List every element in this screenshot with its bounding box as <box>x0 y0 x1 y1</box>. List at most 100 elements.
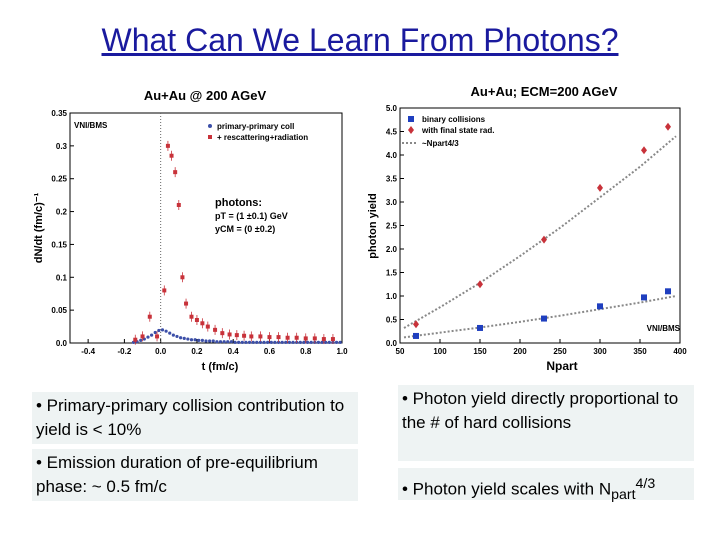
corner-label: VNI/BMS <box>647 324 681 333</box>
data-point-rescatter <box>303 336 308 341</box>
data-point-primary <box>171 333 175 337</box>
data-point-primary <box>240 340 244 344</box>
y-tick-label: 0.0 <box>386 339 398 348</box>
x-tick-label: 0.0 <box>155 347 167 356</box>
data-point-rescatter <box>258 334 263 339</box>
data-point-rescatter <box>200 321 205 326</box>
data-point-primary <box>334 340 339 344</box>
data-point-primary <box>320 340 324 344</box>
fit-line-upper <box>403 135 677 329</box>
chart-title: Au+Au; ECM=200 AGeV <box>471 84 618 99</box>
data-point-binary <box>541 315 547 322</box>
y-tick-label: 0.1 <box>56 273 68 282</box>
data-point-primary <box>291 340 295 344</box>
data-point-primary <box>258 340 262 344</box>
y-tick-label: 0.05 <box>51 306 67 315</box>
chart-title: Au+Au @ 200 AGeV <box>144 88 267 103</box>
y-axis-label: dN/dt (fm/c)⁻¹ <box>33 192 45 263</box>
data-point-rescatter <box>194 318 199 322</box>
y-tick-label: 2.5 <box>386 222 398 231</box>
data-point-rescatter <box>173 170 178 175</box>
data-point-primary <box>175 334 179 339</box>
bullet-npart-sub: part <box>611 487 636 504</box>
data-point-primary <box>305 340 310 344</box>
data-point-primary <box>153 330 157 335</box>
data-point-binary <box>665 288 671 295</box>
data-point-primary <box>168 331 172 335</box>
bullet-primary-contribution: • Primary-primary collision contribution… <box>32 392 358 444</box>
y-axis-label: photon yield <box>367 193 379 258</box>
data-point-rescatter <box>321 337 326 342</box>
data-point-primary <box>316 340 321 344</box>
data-point-primary <box>302 340 306 344</box>
data-point-binary <box>413 332 419 339</box>
data-point-rescatter <box>155 334 160 339</box>
data-point-rescatter <box>176 203 181 207</box>
data-point-primary <box>269 340 273 344</box>
legend: primary-primary coll + rescattering+radi… <box>208 122 308 142</box>
legend-label-binary: binary collisions <box>422 115 486 124</box>
x-tick-label: 150 <box>473 347 487 356</box>
data-point-primary <box>208 339 212 343</box>
data-point-rescatter <box>330 337 335 342</box>
data-point-primary <box>266 340 270 344</box>
y-tick-label: 5.0 <box>386 104 398 113</box>
x-tick-label: 350 <box>633 347 647 356</box>
legend-marker-binary <box>408 116 414 122</box>
x-tick-label: 200 <box>513 347 527 356</box>
data-point-primary <box>179 336 183 340</box>
legend-label-primary: primary-primary coll <box>217 122 294 131</box>
x-tick-label: 50 <box>396 347 405 356</box>
y-tick-label: 3.5 <box>386 175 398 184</box>
data-point-primary <box>211 339 215 343</box>
data-point-primary <box>160 328 165 332</box>
data-point-rescatter <box>140 334 145 339</box>
x-tick-label: 250 <box>553 347 567 356</box>
y-tick-label: 4.0 <box>386 151 398 160</box>
annotation-title: photons: <box>215 197 262 209</box>
data-point-primary <box>247 340 252 344</box>
y-tick-label: 0.0 <box>56 339 68 348</box>
legend: binary collisions with final state rad. … <box>402 115 494 148</box>
bullet-hard-collisions: • Photon yield directly proportional to … <box>398 385 694 461</box>
y-tick-label: 1.5 <box>386 269 398 278</box>
x-axis-label: Npart <box>546 359 577 373</box>
data-point-primary <box>222 340 226 344</box>
data-point-rescatter <box>147 314 152 319</box>
data-point-rescatter <box>220 331 225 336</box>
photons-annotation: photons: pT = (1 ±0.1) GeV yCM = (0 ±0.2… <box>215 197 288 234</box>
data-point-primary <box>150 333 154 337</box>
fit-line-lower <box>403 295 677 339</box>
data-point-primary <box>309 340 313 344</box>
legend-label-final-state: with final state rad. <box>421 126 494 135</box>
data-point-binary <box>641 294 647 301</box>
y-tick-label: 0.15 <box>51 240 67 249</box>
time-evolution-chart: Au+Au @ 200 AGeV -0.4 -0.2 0.0 0.2 0.4 0.6 0.8… <box>30 78 360 378</box>
data-point-primary <box>338 340 342 344</box>
data-point-final-state <box>597 183 603 192</box>
data-point-rescatter <box>267 335 272 340</box>
data-point-primary <box>226 340 230 344</box>
bullet-npart-scaling: • Photon yield scales with Npart4/3 <box>398 468 694 504</box>
data-point-primary <box>193 338 197 342</box>
data-point-primary <box>284 340 288 344</box>
data-point-rescatter <box>133 337 138 342</box>
data-point-rescatter <box>242 333 247 338</box>
data-point-primary <box>324 340 328 344</box>
x-axis-label: t (fm/c) <box>202 361 239 373</box>
data-point-final-state <box>665 122 671 131</box>
y-tick-label: 0.5 <box>386 316 398 325</box>
data-point-primary <box>298 340 302 344</box>
data-point-final-state <box>477 280 483 289</box>
plot-frame <box>69 112 343 344</box>
corner-label: VNI/BMS <box>74 121 108 130</box>
data-point-primary <box>280 340 284 344</box>
x-tick-label: 0.2 <box>191 347 203 356</box>
y-tick-label: 3.0 <box>386 198 398 207</box>
data-point-rescatter <box>312 336 317 341</box>
x-tick-label: 400 <box>673 347 687 356</box>
data-point-primary <box>157 328 161 333</box>
data-point-binary <box>597 303 603 310</box>
data-point-rescatter <box>213 327 218 332</box>
data-point-rescatter <box>162 288 167 293</box>
